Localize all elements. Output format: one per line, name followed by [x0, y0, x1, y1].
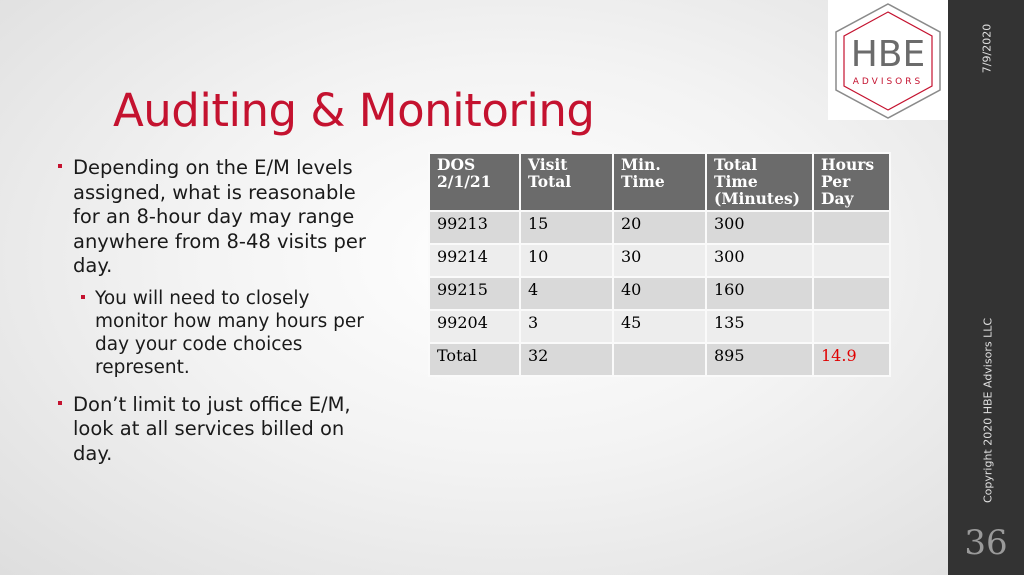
sub-bullet-text: You will need to closely monitor how man… — [81, 287, 378, 379]
bullet-text: Depending on the E/M levels assigned, wh… — [58, 156, 378, 279]
logo-name: HBE — [851, 34, 926, 75]
logo-tagline: ADVISORS — [853, 77, 924, 87]
header-cell: DOS 2/1/21 — [428, 152, 521, 212]
table-cell: 3 — [519, 309, 614, 344]
header-row: DOS 2/1/21 Visit Total Min. Time Total Time… — [428, 152, 891, 212]
table-cell: 4 — [519, 276, 614, 311]
logo-graphic: HBE ADVISORS — [835, 3, 941, 119]
date: 7/9/2020 — [980, 23, 994, 74]
header-cell: Hours Per Day — [812, 152, 891, 212]
table-cell: Total — [428, 342, 521, 377]
table-row: 99204 3 45 135 — [428, 309, 891, 344]
empty-cell — [812, 309, 891, 344]
table-cell: 10 — [519, 243, 614, 278]
empty-cell — [812, 243, 891, 278]
table-cell: 99214 — [428, 243, 521, 278]
table-cell: 300 — [705, 210, 814, 245]
table-cell: 160 — [705, 276, 814, 311]
table-row: 99213 15 20 300 — [428, 210, 891, 245]
table-cell: 895 — [705, 342, 814, 377]
table-cell: 99204 — [428, 309, 521, 344]
header-cell: Total Time (Minutes) — [705, 152, 814, 212]
bullet-item: Don’t limit to just office E/M, look at … — [58, 393, 378, 467]
table-cell: 99213 — [428, 210, 521, 245]
table-row: 99215 4 40 160 — [428, 276, 891, 311]
empty-cell — [812, 210, 891, 245]
copyright: Copyright 2020 HBE Advisors LLC — [981, 317, 995, 504]
table-row: 99214 10 30 300 — [428, 243, 891, 278]
table-cell: 30 — [612, 243, 707, 278]
empty-cell — [612, 342, 707, 377]
table-cell: 14.9 — [812, 342, 891, 377]
table-cell: 99215 — [428, 276, 521, 311]
table-cell: 32 — [519, 342, 614, 377]
table-row: Total 32 895 14.9 — [428, 342, 891, 377]
slide-title: Auditing & Monitoring — [113, 84, 595, 137]
table-cell: 135 — [705, 309, 814, 344]
empty-cell — [812, 276, 891, 311]
page-number: 36 — [964, 523, 1008, 563]
header-cell: Min. Time — [612, 152, 707, 212]
bullet-list: Depending on the E/M levels assigned, wh… — [58, 156, 378, 474]
table-cell: 45 — [612, 309, 707, 344]
sidebar — [948, 0, 1024, 575]
header-cell: Visit Total — [519, 152, 614, 212]
table-cell: 40 — [612, 276, 707, 311]
table-cell: 20 — [612, 210, 707, 245]
bullet-item: Depending on the E/M levels assigned, wh… — [58, 156, 378, 379]
data-table: DOS 2/1/21 Visit Total Min. Time Total Time… — [428, 152, 891, 377]
logo: HBE ADVISORS — [828, 0, 948, 120]
bullet-text: Don’t limit to just office E/M, look at … — [58, 393, 378, 467]
table-cell: 15 — [519, 210, 614, 245]
table-cell: 300 — [705, 243, 814, 278]
